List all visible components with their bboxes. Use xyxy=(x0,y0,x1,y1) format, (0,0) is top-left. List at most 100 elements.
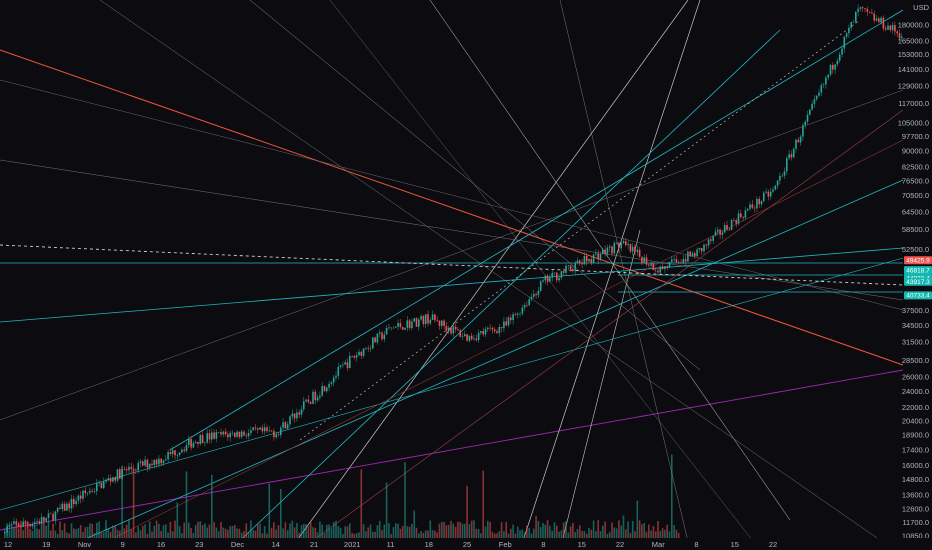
candle-body xyxy=(480,330,482,333)
volume-bar xyxy=(413,510,415,538)
volume-bar xyxy=(438,523,441,538)
candle-body xyxy=(183,449,185,451)
volume-bar xyxy=(620,525,622,538)
candle-body xyxy=(424,314,427,325)
volume-bar xyxy=(263,526,266,538)
volume-bar xyxy=(332,522,335,538)
volume-bar xyxy=(148,521,151,538)
time-tick-label: Dec xyxy=(231,540,245,549)
candle-body xyxy=(289,416,291,425)
candle-body xyxy=(33,522,36,525)
volume-bar xyxy=(636,500,639,538)
volume-bar xyxy=(353,533,356,538)
candle-body xyxy=(17,523,20,527)
candle-body xyxy=(737,213,740,224)
candle-body xyxy=(767,191,770,197)
volume-bar xyxy=(464,523,466,538)
volume-bar xyxy=(8,530,11,538)
volume-bar xyxy=(33,525,36,538)
candle-body xyxy=(792,148,795,158)
candle-body xyxy=(335,375,337,378)
volume-bar xyxy=(47,521,50,538)
candle-body xyxy=(671,259,673,262)
candle-body xyxy=(802,125,804,137)
candle-body xyxy=(66,503,68,511)
candle-body xyxy=(98,482,100,484)
candle-body xyxy=(123,468,126,470)
volume-bar xyxy=(365,531,367,538)
candle-body xyxy=(781,175,783,177)
volume-bar xyxy=(535,515,537,538)
volume-bar xyxy=(627,521,629,538)
candle-body xyxy=(834,64,836,70)
candle-body xyxy=(468,335,471,341)
candle-body xyxy=(689,251,691,257)
candle-body xyxy=(109,478,112,482)
time-tick-label: 2021 xyxy=(344,540,361,549)
candle-body xyxy=(208,433,211,440)
volume-bar xyxy=(590,529,593,538)
volume-bar xyxy=(436,532,438,538)
volume-bar xyxy=(650,530,652,538)
candle-body xyxy=(615,242,618,244)
candle-body xyxy=(664,266,666,270)
candle-body xyxy=(654,270,657,271)
volume-bar xyxy=(217,531,220,538)
candle-body xyxy=(565,265,567,273)
candle-body xyxy=(742,216,744,218)
volume-bar xyxy=(399,528,402,538)
candle-body xyxy=(105,479,107,482)
price-axis-ticks: 180000.0 165000.0 153000.0 141000.0 129000.0… xyxy=(898,21,929,541)
volume-bar xyxy=(397,523,399,538)
candle-body xyxy=(227,434,229,438)
candle-body xyxy=(684,259,687,262)
candle-body xyxy=(114,477,116,481)
candle-body xyxy=(822,84,825,86)
volume-bar xyxy=(378,520,381,538)
candle-body xyxy=(328,383,330,388)
candle-body xyxy=(514,314,517,315)
candle-body xyxy=(572,269,574,272)
candle-body xyxy=(827,74,829,78)
volume-bar xyxy=(528,527,530,538)
volume-bar xyxy=(376,525,379,538)
trendline-grey-fan-d xyxy=(329,0,761,550)
volume-bar xyxy=(291,520,294,538)
candle-body xyxy=(841,48,843,55)
candle-body xyxy=(546,275,549,282)
volume-bar xyxy=(98,521,100,538)
trendline-teal-f xyxy=(0,257,904,511)
candle-body xyxy=(59,507,61,510)
candle-body xyxy=(408,320,411,329)
trendline-white-diagonal-b xyxy=(249,0,701,371)
candle-body xyxy=(740,213,742,217)
volume-bar xyxy=(645,531,648,538)
candle-body xyxy=(496,331,498,334)
price-tick-label: 141000.0 xyxy=(898,65,929,74)
candle-body xyxy=(261,427,264,432)
volume-bar xyxy=(677,532,680,538)
volume-bar xyxy=(666,524,668,538)
volume-bar xyxy=(473,520,475,538)
candle-body xyxy=(431,314,434,320)
candle-body xyxy=(491,327,494,330)
candle-body xyxy=(68,503,70,509)
candle-body xyxy=(677,262,680,263)
price-tag xyxy=(904,277,932,286)
candle-body xyxy=(799,136,802,143)
candle-body xyxy=(790,154,793,158)
candle-body xyxy=(169,452,172,455)
candle-body xyxy=(648,264,650,266)
candle-body xyxy=(77,495,80,501)
volume-bar xyxy=(392,527,395,538)
candle-body xyxy=(749,204,751,209)
volume-bar xyxy=(613,527,616,538)
candle-body xyxy=(652,262,655,271)
candle-body xyxy=(47,513,50,518)
volume-bar xyxy=(493,533,496,538)
price-tick-label: 12600.0 xyxy=(902,504,929,513)
volume-bar xyxy=(583,530,586,538)
candle-body xyxy=(760,200,763,205)
volume-bar xyxy=(641,524,643,538)
